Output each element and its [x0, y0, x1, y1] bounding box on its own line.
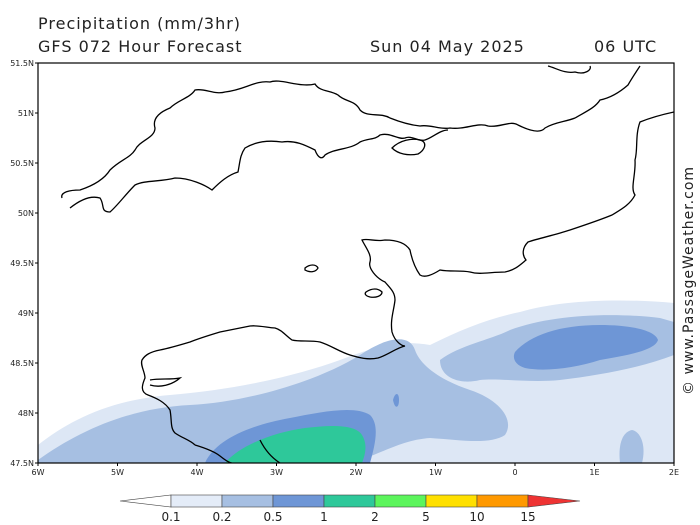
- legend-value: 0.2: [212, 510, 231, 524]
- lat-label: 48.5N: [10, 359, 34, 368]
- legend-swatch: [170, 494, 223, 508]
- lon-label: 3W: [270, 468, 283, 477]
- lon-label: 5W: [111, 468, 124, 477]
- france-north-coast: [140, 111, 674, 446]
- lon-label: 2E: [669, 468, 679, 477]
- lat-label: 48N: [18, 409, 34, 418]
- precip-green-area: [225, 425, 366, 463]
- england-south-coast: [61, 65, 641, 199]
- legend-swatch: [119, 494, 172, 508]
- lat-label: 50.5N: [10, 159, 34, 168]
- lon-label: 6W: [32, 468, 45, 477]
- france-east-inlet: [259, 439, 281, 463]
- forecast-subtitle: GFS 072 Hour Forecast: [38, 37, 243, 56]
- precip-mid-area: [38, 339, 509, 463]
- isle-of-wight: [391, 138, 426, 156]
- precip-heavy-area-east: [513, 325, 658, 370]
- longitude-labels: 6W 5W 4W 3W 2W 1W 0 1E 2E: [32, 463, 679, 477]
- guernsey-island: [304, 264, 319, 273]
- legend-value: 0.1: [161, 510, 180, 524]
- legend-swatch: [374, 494, 427, 508]
- legend-swatch: [272, 494, 325, 508]
- precip-heavy-spot: [393, 394, 399, 407]
- legend-value: 0.5: [263, 510, 282, 524]
- legend-value: 5: [422, 510, 430, 524]
- lat-label: 47.5N: [10, 459, 34, 468]
- england-inner-coast: [69, 129, 449, 213]
- forecast-time: 06 UTC: [594, 37, 658, 56]
- forecast-date: Sun 04 May 2025: [370, 37, 525, 56]
- credit-watermark: © www.PassageWeather.com: [676, 150, 700, 400]
- map-title: Precipitation (mm/3hr): [38, 14, 242, 33]
- precip-shading: [38, 300, 674, 463]
- france-brittany-south: [194, 444, 233, 463]
- lat-label: 50N: [18, 209, 34, 218]
- jersey-island: [364, 288, 383, 298]
- legend-value: 15: [520, 510, 535, 524]
- lat-label: 49N: [18, 309, 34, 318]
- legend-swatch: [323, 494, 376, 508]
- legend-value: 1: [320, 510, 328, 524]
- lon-label: 2W: [350, 468, 363, 477]
- legend-swatch: [476, 494, 529, 508]
- lon-label: 1E: [589, 468, 599, 477]
- legend-swatch: [425, 494, 478, 508]
- lon-label: 1W: [429, 468, 442, 477]
- legend-value: 2: [371, 510, 379, 524]
- lon-label: 0: [512, 468, 517, 477]
- lat-label: 51.5N: [10, 59, 34, 68]
- precip-legend: 0.1 0.2 0.5 1 2 5 10 15: [119, 494, 581, 524]
- coastlines: [61, 65, 674, 463]
- legend-value: 10: [469, 510, 484, 524]
- latitude-labels: 51.5N 51N 50.5N 50N 49.5N 49N 48.5N 48N 47.5N: [10, 59, 38, 468]
- brest-inlet: [149, 376, 183, 387]
- lon-label: 4W: [191, 468, 204, 477]
- legend-swatch: [221, 494, 274, 508]
- lat-label: 49.5N: [10, 259, 34, 268]
- legend-swatch: [527, 494, 581, 508]
- precip-mid-area-se: [619, 430, 644, 463]
- credit-text: © www.PassageWeather.com: [681, 166, 697, 395]
- lat-label: 51N: [18, 109, 34, 118]
